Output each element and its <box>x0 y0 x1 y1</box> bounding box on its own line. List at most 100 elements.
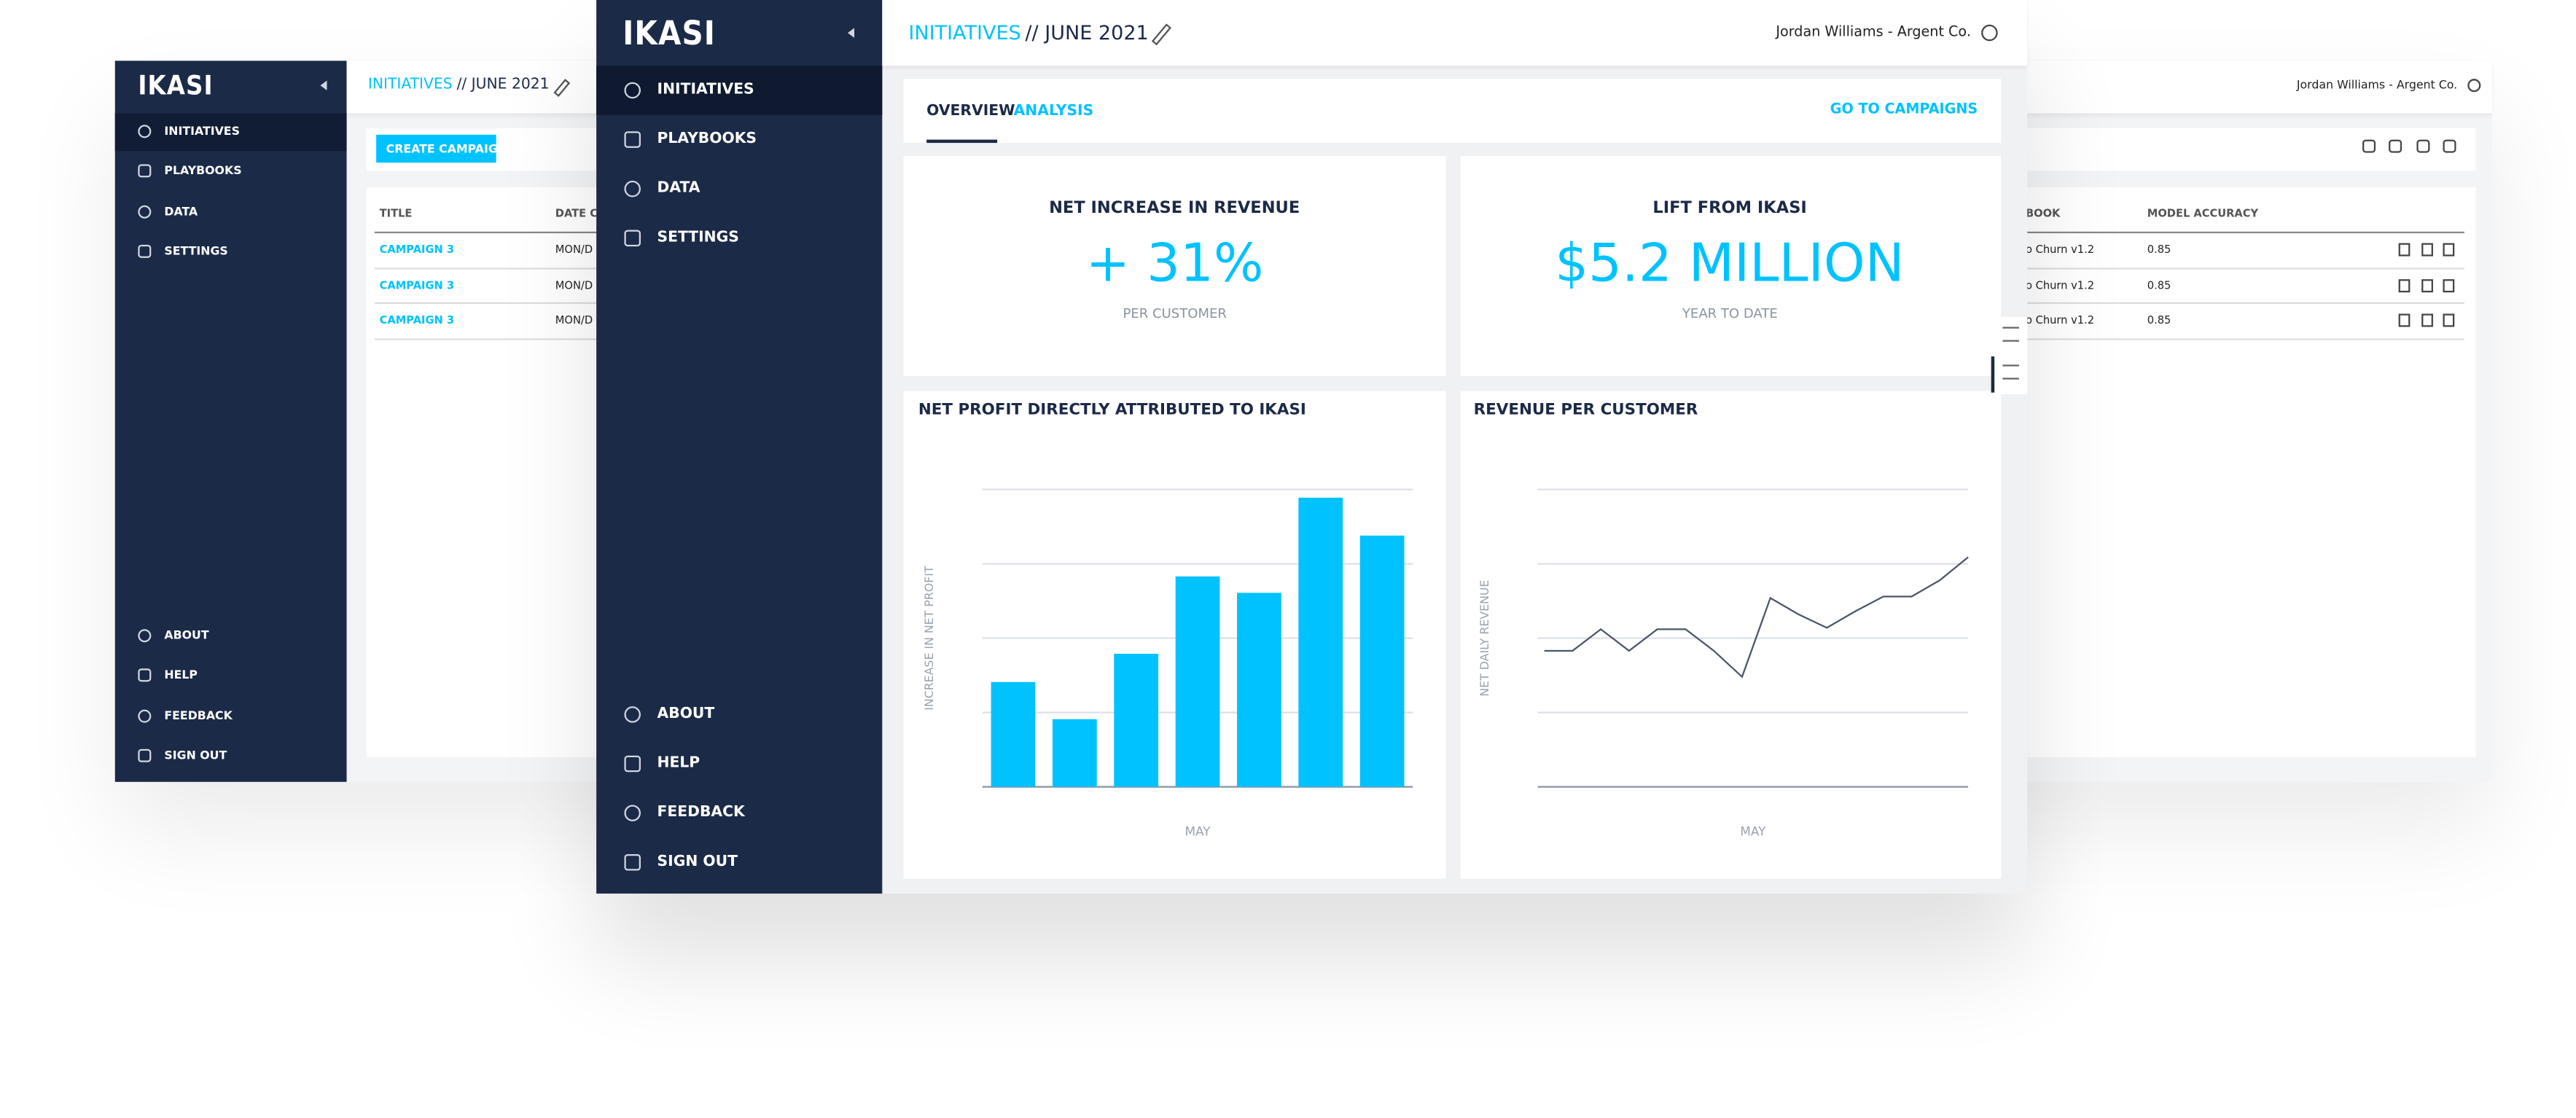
logo: IKASI <box>138 69 214 101</box>
user-icon <box>1981 24 1999 42</box>
nav-icon <box>138 204 152 218</box>
nav-item[interactable]: DATA <box>164 204 198 218</box>
nav-item[interactable]: SIGN OUT <box>657 853 738 871</box>
collapse-icon <box>320 80 327 90</box>
row-action-icon <box>2443 313 2455 327</box>
nav-item[interactable]: FEEDBACK <box>657 805 745 821</box>
kpi-value: + 31% <box>1085 231 1264 294</box>
button[interactable] <box>376 134 496 163</box>
table-header: MODEL ACCURACY <box>2147 206 2259 219</box>
tab[interactable]: ANALYSIS <box>1013 103 1094 120</box>
x-axis-label: MAY <box>1184 824 1211 839</box>
nav-item[interactable]: ABOUT <box>657 706 715 723</box>
active-nav <box>596 66 883 115</box>
row-action-icon <box>2398 278 2411 292</box>
nav-item[interactable]: SETTINGS <box>164 244 228 258</box>
nav-item[interactable]: DATA <box>657 180 700 198</box>
side-tools[interactable] <box>1991 316 2028 394</box>
front-window <box>596 0 2028 894</box>
nav-item[interactable]: SIGN OUT <box>164 748 227 762</box>
nav-icon <box>138 748 152 762</box>
row-action-icon <box>2398 243 2411 257</box>
line <box>1544 556 1969 679</box>
row-action-icon <box>2421 243 2433 257</box>
campaign-link[interactable]: CAMPAIGN 3 <box>379 313 455 327</box>
user-icon <box>2467 78 2482 93</box>
nav-item[interactable]: HELP <box>164 668 198 683</box>
nav-item[interactable]: SETTINGS <box>657 230 739 247</box>
table-cell: MON/D <box>555 243 593 257</box>
link[interactable]: GO TO CAMPAIGNS <box>1830 101 1978 119</box>
row-action-icon <box>2421 313 2433 327</box>
button-label[interactable]: CREATE CAMPAIGN <box>386 141 508 155</box>
kpi-title: NET INCREASE IN REVENUE <box>1049 199 1300 218</box>
breadcrumb-rest: // JUNE 2021 <box>456 77 550 94</box>
nav-item[interactable]: FEEDBACK <box>164 708 233 722</box>
x-axis-label: MAY <box>1740 824 1766 839</box>
kpi-value: $5.2 MILLION <box>1555 231 1905 294</box>
kpi-card <box>1460 156 2002 377</box>
breadcrumb-rest: // JUNE 2021 <box>1025 21 1149 44</box>
nav-icon <box>138 708 152 722</box>
side-tool-icon <box>2002 327 2019 342</box>
nav-icon <box>138 629 152 643</box>
nav-icon <box>624 755 641 773</box>
table-cell: MON/D <box>555 313 593 327</box>
nav-item[interactable]: PLAYBOOKS <box>657 131 757 148</box>
user-name: Jordan Williams - Argent Co. <box>2296 79 2458 93</box>
y-axis-label: INCREASE IN NET PROFIT <box>922 566 936 711</box>
table-header: TITLE <box>379 206 413 219</box>
nav-icon <box>624 82 641 99</box>
bar <box>1052 719 1097 787</box>
table-header: BOOK <box>2025 206 2061 219</box>
kpi-caption: YEAR TO DATE <box>1682 306 1778 321</box>
kpi-caption: PER CUSTOMER <box>1123 306 1227 321</box>
nav-icon <box>138 668 152 683</box>
table-cell: o Churn v1.2 <box>2025 278 2095 292</box>
row-action-icon <box>2421 278 2433 292</box>
nav-item[interactable]: INITIATIVES <box>164 125 240 138</box>
table-cell: 0.85 <box>2147 243 2171 257</box>
row-action-icon <box>2443 278 2455 292</box>
nav-item[interactable]: INITIATIVES <box>657 82 754 99</box>
nav-item[interactable]: ABOUT <box>164 629 209 643</box>
tab-card <box>903 79 2002 144</box>
header <box>882 0 2028 66</box>
user-name: Jordan Williams - Argent Co. <box>1776 24 1971 42</box>
tab-underline <box>926 139 998 144</box>
toolbar-icon <box>2416 139 2430 153</box>
bar <box>1175 576 1220 787</box>
kpi-title: LIFT FROM IKASI <box>1652 199 1807 218</box>
nav-icon <box>138 125 152 138</box>
tab[interactable]: OVERVIEW <box>926 103 1015 120</box>
bar <box>1114 654 1159 787</box>
table-cell: MON/D <box>555 278 593 292</box>
row-action-icon <box>2398 313 2411 327</box>
nav-icon <box>138 244 152 258</box>
campaign-link[interactable]: CAMPAIGN 3 <box>379 243 455 257</box>
chart-title: REVENUE PER CUSTOMER <box>1474 400 1698 418</box>
sidebar <box>596 0 883 894</box>
nav-icon <box>624 230 641 247</box>
chart-card <box>903 391 1446 879</box>
table-cell: 0.85 <box>2147 313 2171 327</box>
toolbar-icon <box>2443 139 2456 153</box>
table-cell: 0.85 <box>2147 278 2171 292</box>
table-header: DATE C <box>555 206 598 219</box>
campaign-link[interactable]: CAMPAIGN 3 <box>379 278 455 292</box>
sidebar <box>114 60 347 782</box>
nav-icon <box>624 706 641 723</box>
bar <box>1237 593 1281 787</box>
y-axis-label: NET DAILY REVENUE <box>1478 580 1491 697</box>
table-cell: o Churn v1.2 <box>2025 243 2095 257</box>
row-action-icon <box>2443 243 2455 257</box>
breadcrumb: INITIATIVES <box>908 21 1021 44</box>
bar <box>1298 497 1343 787</box>
nav-item[interactable]: HELP <box>657 755 700 773</box>
nav-icon <box>624 853 641 871</box>
nav-item[interactable]: PLAYBOOKS <box>164 165 242 179</box>
nav-icon <box>138 165 152 179</box>
